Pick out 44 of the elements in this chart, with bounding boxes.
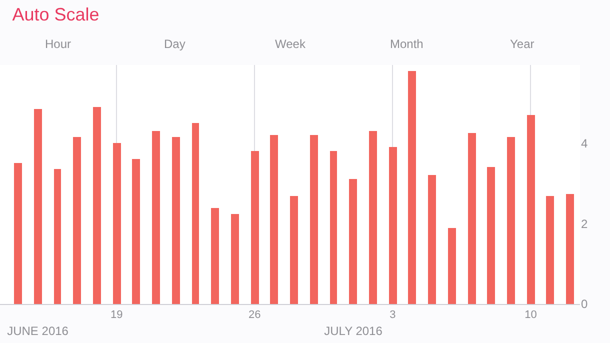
bar (132, 159, 140, 304)
bar (369, 131, 377, 304)
bar (73, 137, 81, 304)
bar (290, 196, 298, 304)
x2-tick-label: JUNE 2016 (7, 324, 69, 338)
x2-tick-label: JULY 2016 (324, 324, 383, 338)
text: Month (390, 37, 424, 51)
x-tick-label: 26 (248, 309, 261, 322)
x-tick-label: 10 (524, 309, 537, 322)
bar (172, 137, 180, 304)
y-tick-label: 2 (581, 216, 588, 231)
bar (330, 151, 337, 304)
bar (54, 169, 61, 304)
bar (310, 135, 318, 304)
bar (408, 71, 416, 304)
bar (113, 143, 121, 304)
bar (93, 107, 101, 304)
bar (152, 131, 160, 304)
text: Year (510, 37, 534, 51)
bar (468, 133, 476, 304)
bar (527, 115, 535, 304)
text: Day (164, 37, 186, 51)
bar (507, 137, 515, 304)
bar (487, 167, 495, 304)
y-tick-label: 4 (581, 136, 588, 151)
text: Hour (45, 37, 72, 51)
bar (546, 196, 554, 304)
bar (34, 109, 42, 304)
text: Week (275, 37, 306, 51)
y-tick-label: 0 (581, 297, 588, 312)
bar (251, 151, 259, 304)
chart-title: Auto Scale (12, 4, 100, 24)
bar (192, 123, 199, 304)
bar (14, 163, 22, 304)
bar (349, 179, 357, 304)
x-tick-label: 3 (390, 309, 396, 322)
bar (428, 175, 436, 304)
bar (566, 194, 574, 304)
bar (211, 208, 219, 304)
x-tick-label: 19 (110, 309, 123, 322)
bar (231, 214, 239, 304)
bar (389, 147, 397, 304)
bar (270, 135, 278, 304)
bar (448, 228, 456, 304)
